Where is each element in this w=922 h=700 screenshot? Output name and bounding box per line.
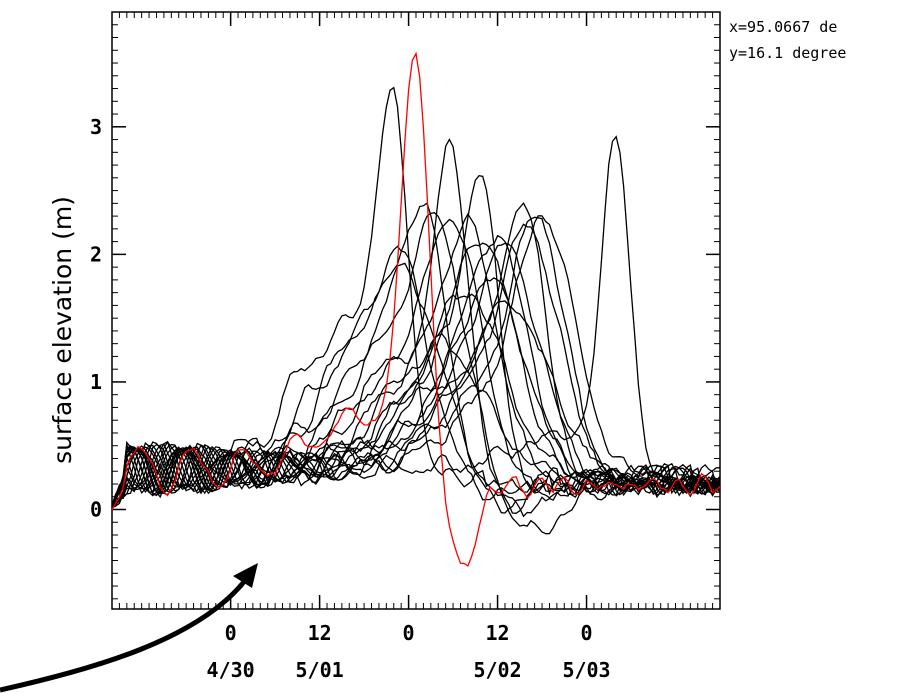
x-date-labels: 4/30 5/01 5/02 5/03 — [207, 658, 611, 682]
x-date-tick-label: 5/02 — [473, 658, 521, 682]
series-line — [111, 333, 721, 504]
plot-frame — [111, 11, 721, 610]
y-tick-label: 0 — [90, 498, 102, 522]
location-y-annotation: y=16.1 degree — [729, 44, 846, 62]
series-line — [111, 242, 721, 504]
arrow-head-icon — [233, 563, 258, 588]
y-tick-label: 1 — [90, 370, 102, 394]
series-line — [111, 223, 721, 510]
x-hour-tick-label: 0 — [403, 621, 415, 645]
x-hour-labels: 0 12 0 12 0 — [225, 621, 593, 645]
x-date-tick-label: 5/03 — [562, 658, 610, 682]
y-tick-labels: 0 1 2 3 — [90, 115, 102, 522]
series-line — [111, 215, 721, 509]
x-date-tick-label: 5/01 — [296, 658, 344, 682]
highlight-layer — [111, 51, 721, 567]
x-hour-tick-label: 12 — [486, 621, 510, 645]
x-date-tick-label: 4/30 — [207, 658, 255, 682]
pointer-arrow — [0, 563, 258, 693]
series-line — [111, 135, 721, 506]
x-hour-tick-label: 0 — [581, 621, 593, 645]
location-x-annotation: x=95.0667 de — [729, 18, 837, 36]
y-axis-label: surface elevation (m) — [48, 196, 77, 464]
y-tick-label: 3 — [90, 115, 102, 139]
arrow-shaft — [0, 576, 249, 693]
plot-area — [111, 11, 721, 610]
highlighted-series-line — [111, 51, 721, 567]
y-tick-label: 2 — [90, 242, 102, 266]
series-line — [111, 293, 721, 508]
series-line — [111, 300, 721, 507]
x-hour-tick-label: 12 — [308, 621, 332, 645]
x-hour-tick-label: 0 — [225, 621, 237, 645]
